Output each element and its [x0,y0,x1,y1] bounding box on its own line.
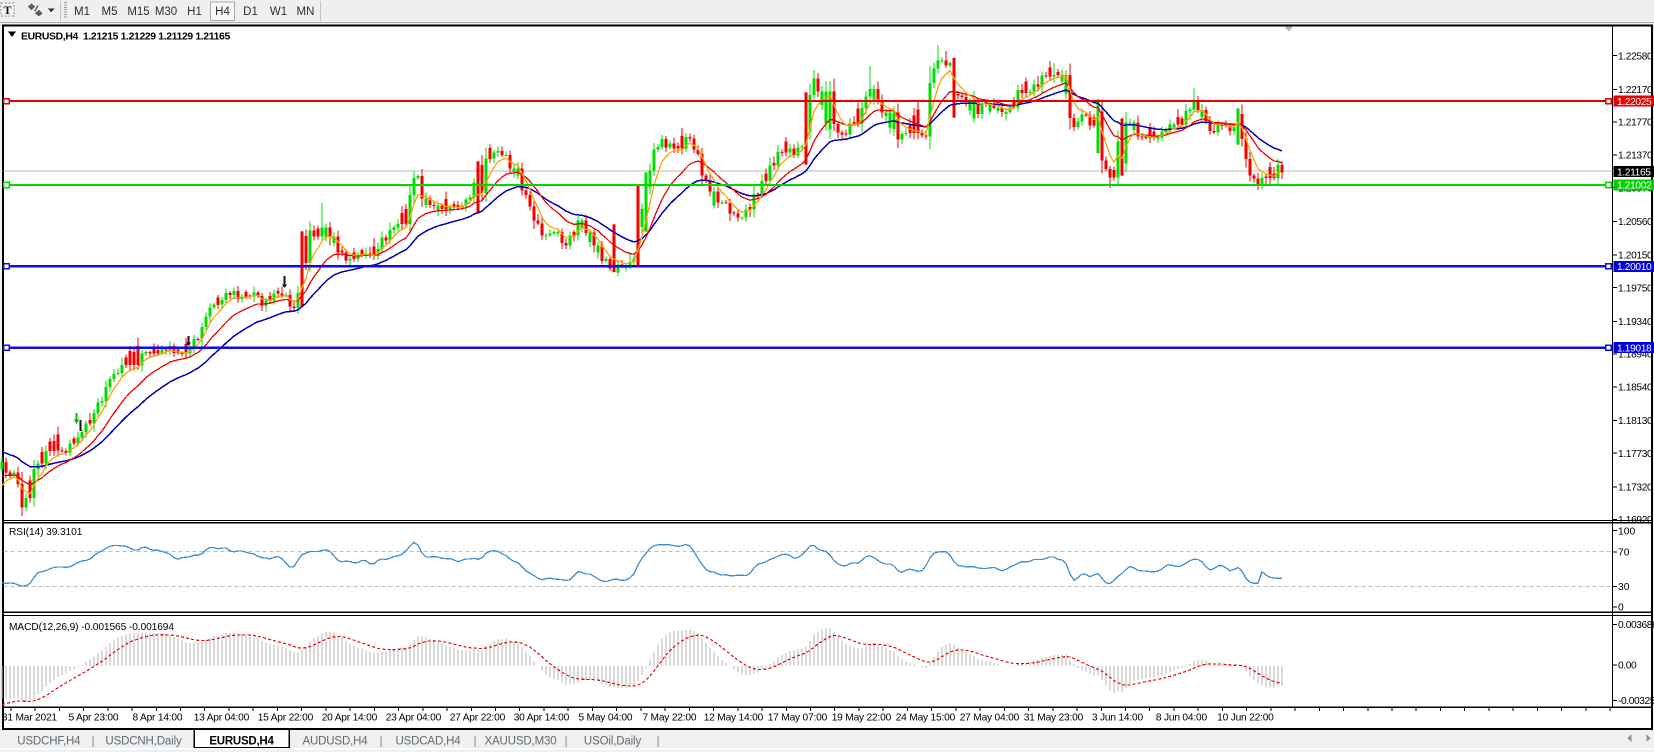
svg-text:|: | [656,734,659,748]
svg-text:1.20010: 1.20010 [1617,262,1652,273]
svg-text:31 May 23:00: 31 May 23:00 [1024,713,1084,724]
svg-text:1.17730: 1.17730 [1618,449,1653,460]
svg-text:M15: M15 [127,6,149,18]
svg-text:USDCHF,H4: USDCHF,H4 [17,736,81,748]
svg-text:1.17320: 1.17320 [1618,482,1653,493]
svg-text:1.22170: 1.22170 [1618,85,1653,96]
svg-text:8 Apr 14:00: 8 Apr 14:00 [132,713,182,724]
svg-text:|: | [564,734,567,748]
svg-text:USOil,Daily: USOil,Daily [584,736,642,748]
svg-text:1.20150: 1.20150 [1618,250,1653,261]
svg-text:1.19750: 1.19750 [1618,283,1653,294]
svg-text:100: 100 [1618,526,1635,537]
svg-text:H1: H1 [187,6,202,18]
svg-text:19 May 22:00: 19 May 22:00 [832,713,892,724]
svg-text:1.22025: 1.22025 [1617,97,1652,108]
svg-text:USDCNH,Daily: USDCNH,Daily [105,736,182,748]
svg-text:AUDUSD,H4: AUDUSD,H4 [302,736,368,748]
svg-text:1.18540: 1.18540 [1618,382,1653,393]
svg-text:0: 0 [1618,603,1624,614]
svg-text:5 Apr 23:00: 5 Apr 23:00 [68,713,118,724]
svg-text:1.21165: 1.21165 [1617,167,1651,178]
svg-text:MN: MN [297,6,315,18]
svg-text:MACD(12,26,9) -0.001565 -0.001: MACD(12,26,9) -0.001565 -0.001694 [9,622,174,633]
svg-text:|: | [473,734,476,748]
svg-text:EURUSD,H4: EURUSD,H4 [209,736,274,748]
svg-text:0.003686: 0.003686 [1618,620,1654,631]
svg-text:1.20560: 1.20560 [1618,217,1653,228]
svg-text:M1: M1 [74,6,90,18]
svg-text:M30: M30 [155,6,177,18]
svg-text:D1: D1 [243,6,258,18]
svg-text:1.18130: 1.18130 [1618,416,1653,427]
svg-text:EURUSD,H4 1.21215 1.21229 1.2: EURUSD,H4 1.21215 1.21229 1.21129 1.2116… [21,31,230,42]
svg-text:12 May 14:00: 12 May 14:00 [704,713,764,724]
svg-text:8 Jun 04:00: 8 Jun 04:00 [1156,713,1208,724]
svg-text:1.19018: 1.19018 [1617,343,1652,354]
svg-text:1.21370: 1.21370 [1618,150,1653,161]
svg-text:15 Apr 22:00: 15 Apr 22:00 [258,713,314,724]
svg-text:|: | [91,734,94,748]
svg-text:-0.00325: -0.00325 [1618,696,1654,707]
svg-text:M5: M5 [102,6,118,18]
svg-text:0.00: 0.00 [1618,660,1637,671]
svg-text:|: | [379,734,382,748]
svg-text:1.21002: 1.21002 [1617,181,1652,192]
svg-text:XAUUSD,M30: XAUUSD,M30 [485,736,557,748]
svg-text:3 Jun 14:00: 3 Jun 14:00 [1092,713,1144,724]
svg-text:H4: H4 [215,6,230,18]
svg-text:RSI(14) 39.3101: RSI(14) 39.3101 [9,527,83,538]
svg-text:70: 70 [1618,547,1630,558]
svg-text:13 Apr 04:00: 13 Apr 04:00 [194,713,250,724]
svg-text:1.21770: 1.21770 [1618,118,1653,129]
svg-text:30: 30 [1618,582,1630,593]
svg-text:1.22580: 1.22580 [1618,51,1653,62]
svg-text:W1: W1 [270,6,287,18]
svg-text:23 Apr 04:00: 23 Apr 04:00 [386,713,442,724]
svg-text:27 Apr 22:00: 27 Apr 22:00 [450,713,506,724]
svg-text:USDCAD,H4: USDCAD,H4 [395,736,461,748]
svg-text:1.19340: 1.19340 [1618,317,1653,328]
svg-text:5 May 04:00: 5 May 04:00 [578,713,632,724]
svg-text:31 Mar 2021: 31 Mar 2021 [2,713,58,724]
svg-text:30 Apr 14:00: 30 Apr 14:00 [514,713,570,724]
svg-text:T: T [3,3,11,17]
svg-text:1.18940: 1.18940 [1618,350,1653,361]
svg-text:20 Apr 14:00: 20 Apr 14:00 [322,713,378,724]
svg-text:7 May 22:00: 7 May 22:00 [642,713,696,724]
svg-text:10 Jun 22:00: 10 Jun 22:00 [1217,713,1274,724]
svg-text:24 May 15:00: 24 May 15:00 [896,713,956,724]
svg-text:27 May 04:00: 27 May 04:00 [960,713,1020,724]
svg-text:17 May 07:00: 17 May 07:00 [768,713,828,724]
svg-text:1.16920: 1.16920 [1618,515,1653,526]
